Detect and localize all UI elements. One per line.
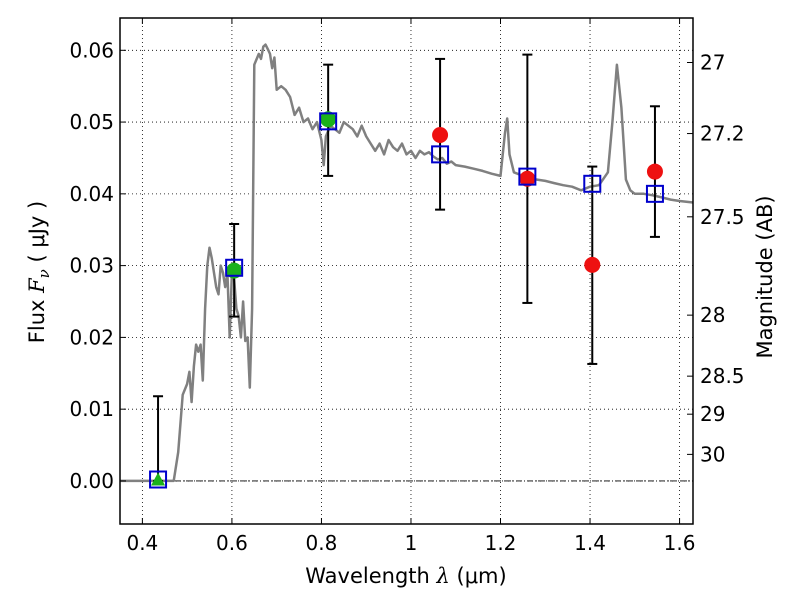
right-tick-label: 30 [700,442,725,466]
y-axis-label-unit: ( μJy ) [25,201,49,269]
data-point-triangle [151,472,166,486]
x-tick-label: 1.2 [485,531,517,555]
data-point-square [149,470,168,489]
y-tick-label: 0.01 [69,397,114,421]
data-point-circle [646,163,663,180]
data-point-square [431,145,450,164]
data-point-square [518,167,537,186]
data-point-square [225,258,244,277]
x-tick-label: 1 [405,531,418,555]
y-axis-label: Flux Fν ( μJy ) [25,201,53,343]
error-bar [153,395,164,482]
right-axis-label: Magnitude (AB) [753,195,777,358]
x-tick-label: 1.4 [574,531,606,555]
x-tick-label: 0.4 [126,531,158,555]
y-axis-label-prefix: Flux [25,293,49,343]
y-axis-label-subscript: ν [35,269,53,278]
x-axis-label: Wavelength λ (μm) [305,564,506,588]
x-tick-label: 0.8 [306,531,338,555]
y-tick-label: 0.04 [69,182,114,206]
x-axis-label-prefix: Wavelength [305,564,436,588]
right-tick-label: 28 [700,303,725,327]
plot-frame [119,17,694,525]
y-tick-label: 0.03 [69,254,114,278]
y-tick-label: 0.02 [69,325,114,349]
right-tick-label: 28.5 [700,364,745,388]
data-point-circle [584,256,601,273]
right-tick-label: 27.2 [700,122,745,146]
data-point-square [645,184,664,203]
right-tick-label: 29 [700,402,725,426]
y-tick-label: 0.06 [69,38,114,62]
y-tick-label: 0.00 [69,469,114,493]
x-tick-label: 1.6 [664,531,696,555]
right-tick-label: 27.5 [700,205,745,229]
data-series [120,43,694,489]
x-axis-label-unit: (μm) [450,564,507,588]
model-spectrum-line [120,43,694,483]
data-point-square [319,112,338,131]
data-point-square [583,174,602,193]
x-tick-label: 0.6 [216,531,248,555]
axes: 0.4 0.6 0.8 1 1.2 1.4 1.6 0.00 0.01 0.02 0.03 0.04 0… [69,17,745,555]
y-axis-label-symbol: F [25,277,49,294]
right-tick-label: 27 [700,50,725,74]
x-axis-label-symbol: λ [436,564,450,588]
data-point-circle [432,126,449,143]
y-tick-label: 0.05 [69,110,114,134]
